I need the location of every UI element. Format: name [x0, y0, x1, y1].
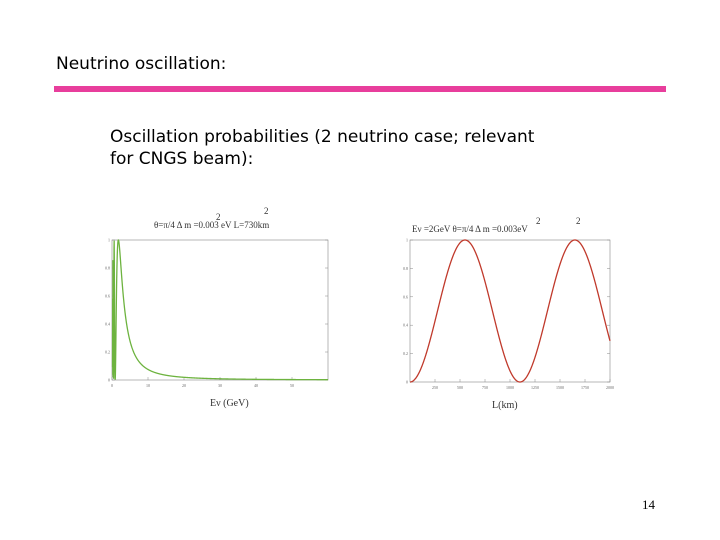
baseline-oscillation-chart: Eν =2GeV θ=π/4 Δ m =0.003eV 2 2 0 0.2 0.4 0… [403, 216, 614, 411]
chart2-y-tick-label: 0.6 [403, 294, 408, 299]
subtitle-line-1: Oscillation probabilities (2 neutrino ca… [110, 127, 535, 147]
chart2-frame [409, 239, 611, 383]
chart2-title: Eν =2GeV θ=π/4 Δ m =0.003eV [412, 224, 528, 234]
chart1-x-tick-label: 40 [254, 383, 258, 388]
chart1-title-sup-1: 2 [216, 212, 221, 222]
chart1-x-tick-label: 50 [290, 383, 294, 388]
slide-subtitle: Oscillation probabilities (2 neutrino ca… [110, 126, 610, 170]
chart1-title: θ=π/4 Δ m =0.003 eV L=730km [154, 220, 269, 230]
chart2-x-tick-label: 750 [482, 385, 488, 390]
chart1-frame [111, 239, 329, 381]
chart1-xlabel: Eν (GeV) [210, 398, 249, 409]
chart1-y-tick-label: 0 [108, 378, 110, 383]
chart2-x-tick-label: 1250 [531, 385, 539, 390]
chart2-x-tick-label: 500 [457, 385, 463, 390]
chart2-series-line [409, 239, 611, 383]
chart1-y-tick-label: 0.8 [105, 266, 110, 271]
chart2-title-sup-1: 2 [536, 216, 541, 226]
chart2-y-tick-label: 1 [406, 238, 408, 243]
chart2-title-sup-2: 2 [576, 216, 581, 226]
title-divider [54, 86, 666, 92]
chart1-y-tick-label: 0.2 [105, 350, 110, 355]
slide-title: Neutrino oscillation: [56, 54, 227, 74]
chart2-y-tick-label: 0 [406, 380, 408, 385]
chart2-x-tick-label: 1750 [581, 385, 589, 390]
chart1-x-tick-label: 10 [146, 383, 150, 388]
subtitle-line-2: for CNGS beam): [110, 149, 254, 169]
chart1-y-tick-label: 0.6 [105, 294, 110, 299]
chart1-title-sup-2: 2 [264, 206, 269, 216]
chart1-y-tick-label: 1 [108, 238, 110, 243]
chart1-series-line [111, 239, 328, 381]
chart1-x-tick-label: 0 [111, 383, 113, 388]
chart2-x-tick-label: 1000 [506, 385, 514, 390]
chart2-x-tick-label: 1500 [556, 385, 564, 390]
chart2-y-tick-label: 0.4 [403, 323, 408, 328]
chart1-x-tick-label: 30 [218, 383, 222, 388]
energy-oscillation-chart: θ=π/4 Δ m =0.003 eV L=730km 2 2 0 0.2 0.4 0… [105, 206, 329, 409]
chart1-y-tick-label: 0.4 [105, 322, 110, 327]
chart2-y-tick-label: 0.8 [403, 266, 408, 271]
chart2-xlabel: L(km) [492, 400, 518, 411]
chart2-x-tick-label: 250 [432, 385, 438, 390]
chart1-x-tick-label: 20 [182, 383, 186, 388]
chart2-y-tick-label: 0.2 [403, 351, 408, 356]
page-number: 14 [642, 497, 655, 512]
chart2-x-tick-label: 2000 [606, 385, 614, 390]
